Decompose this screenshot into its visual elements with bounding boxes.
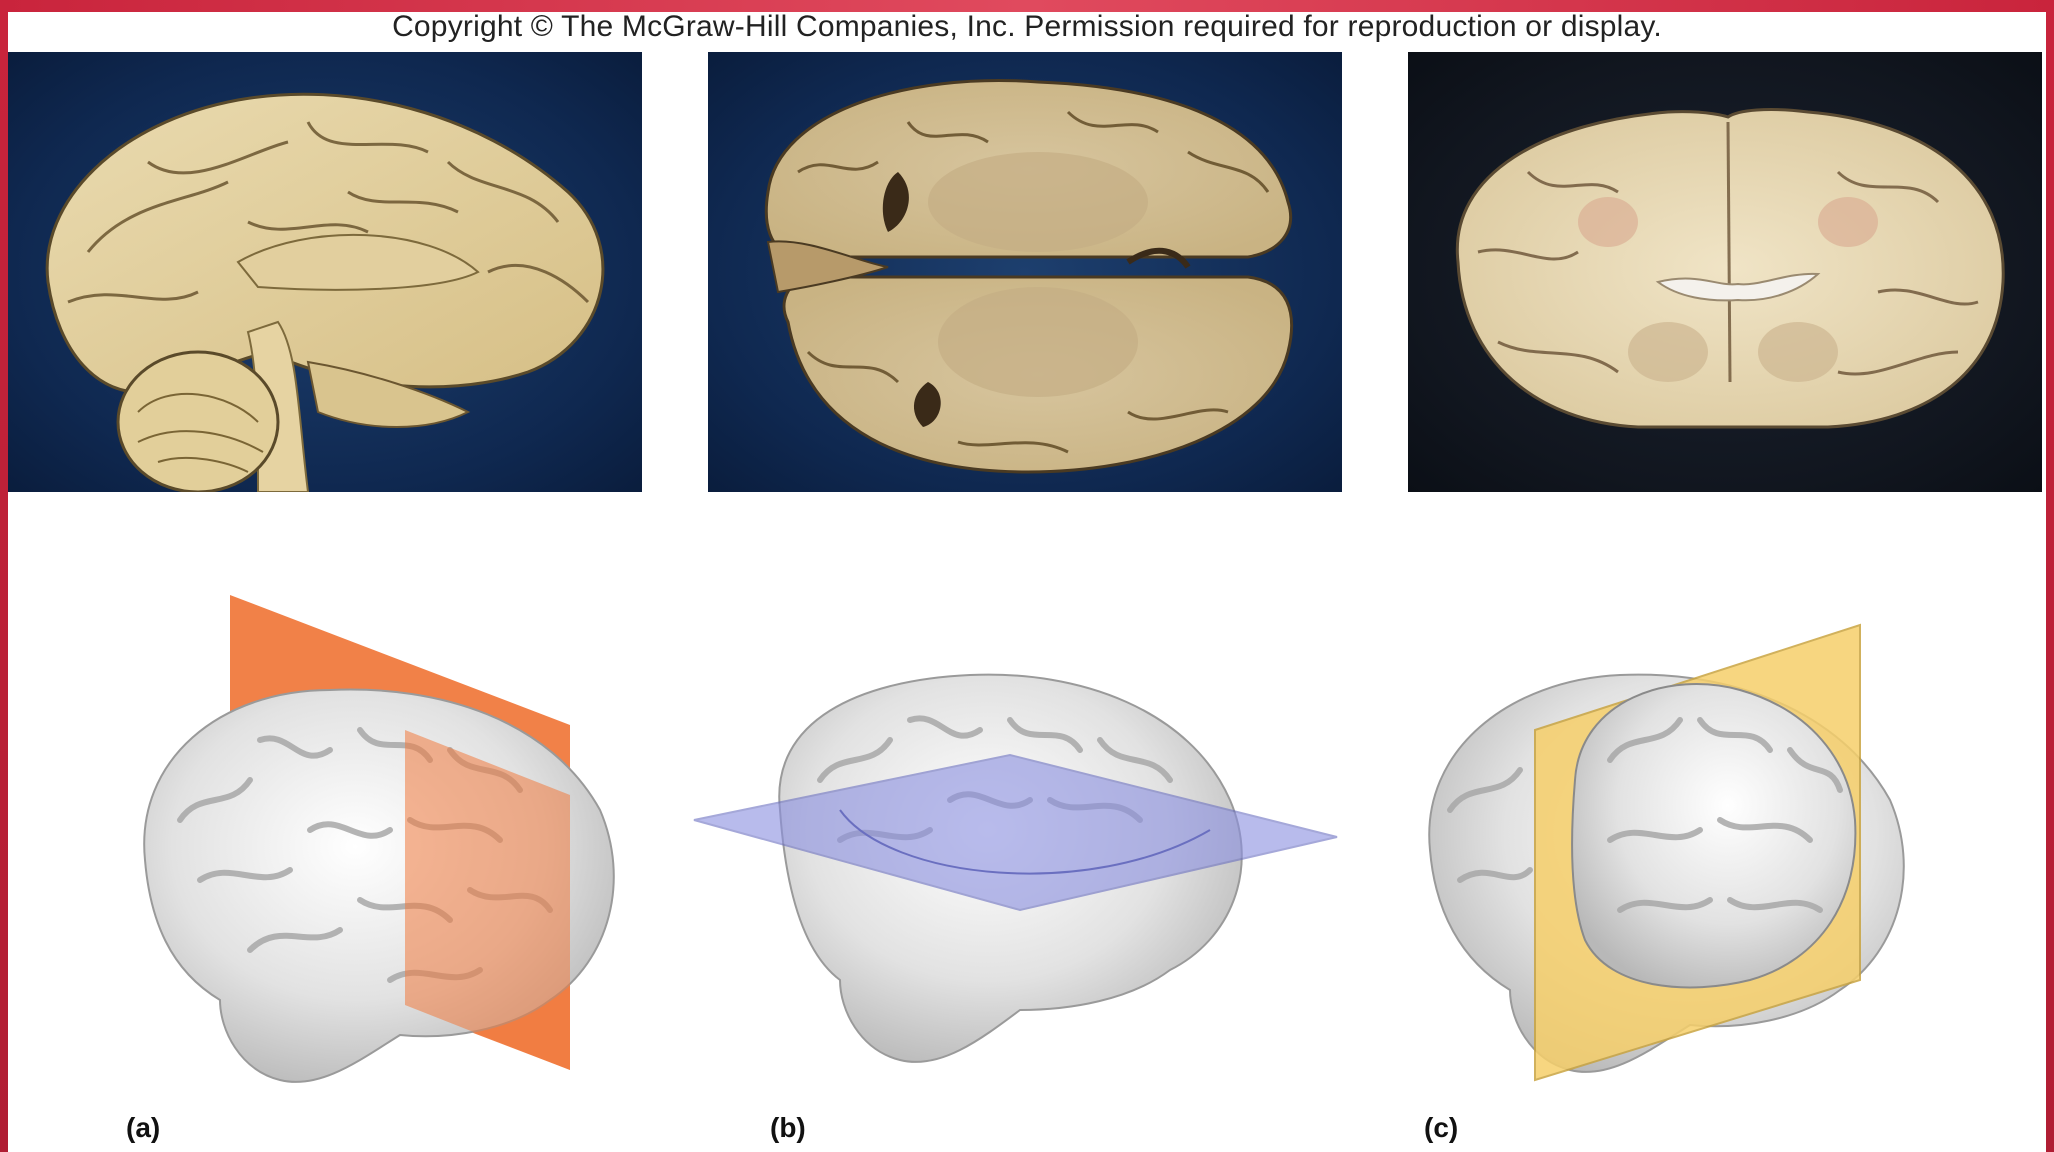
frame-top-border <box>0 0 2054 12</box>
diagram-frontal-plane <box>1410 580 2054 1100</box>
frame-right-border <box>2046 0 2054 1152</box>
diagram-sagittal-plane <box>110 580 770 1100</box>
copyright-notice: Copyright © The McGraw-Hill Companies, I… <box>392 10 1662 43</box>
photo-frontal-section <box>1408 52 2042 492</box>
frame-left-border <box>0 0 8 1152</box>
photo-transverse-section <box>708 52 1342 492</box>
panel-label-b: (b) <box>770 1112 806 1143</box>
panel-label-c: (c) <box>1424 1112 1459 1143</box>
photo-sagittal-section <box>8 52 642 492</box>
panel-label-a: (a) <box>126 1112 161 1143</box>
diagram-transverse-plane <box>690 580 1350 1100</box>
